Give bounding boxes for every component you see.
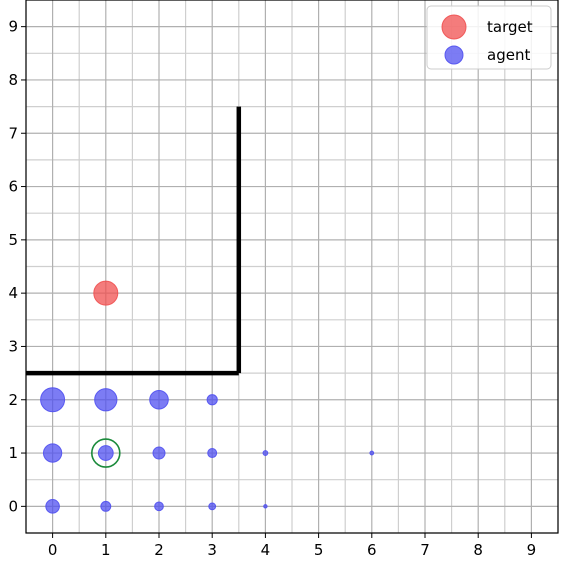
y-tick-label: 0: [8, 497, 18, 515]
legend-marker-agent: [445, 46, 463, 64]
x-tick-label: 8: [473, 541, 483, 559]
agent-point: [95, 389, 117, 411]
y-tick-label: 7: [8, 124, 18, 142]
legend-label-target: target: [487, 18, 533, 36]
x-tick-label: 1: [101, 541, 111, 559]
x-tick-label: 0: [48, 541, 58, 559]
x-tick-label: 7: [420, 541, 430, 559]
agent-point: [46, 500, 60, 514]
y-axis-ticks: 0 1 2 3 4 5 6 7 8 9: [8, 18, 26, 516]
agent-point: [263, 451, 268, 456]
agent-point: [370, 451, 374, 455]
agent-point: [98, 446, 113, 461]
y-tick-label: 3: [8, 337, 18, 355]
x-tick-label: 2: [154, 541, 164, 559]
agent-point: [264, 505, 267, 508]
legend-marker-target: [442, 15, 466, 39]
y-tick-label: 6: [8, 178, 18, 196]
y-tick-label: 5: [8, 231, 18, 249]
agent-point: [207, 395, 217, 405]
x-tick-label: 9: [527, 541, 537, 559]
x-tick-label: 4: [261, 541, 271, 559]
x-tick-label: 6: [367, 541, 377, 559]
agent-point: [209, 503, 216, 510]
agent-point: [101, 501, 111, 511]
agent-point: [43, 444, 61, 462]
agent-point: [41, 388, 65, 412]
x-tick-label: 3: [207, 541, 217, 559]
legend: target agent: [427, 6, 551, 69]
legend-label-agent: agent: [487, 46, 530, 64]
x-tick-label: 5: [314, 541, 324, 559]
y-tick-label: 8: [8, 71, 18, 89]
agent-point: [150, 390, 169, 409]
y-tick-label: 4: [8, 284, 18, 302]
y-tick-label: 9: [8, 18, 18, 36]
y-tick-label: 2: [8, 391, 18, 409]
y-tick-label: 1: [8, 444, 18, 462]
data-points: [41, 281, 374, 513]
agent-point: [153, 447, 165, 459]
target-point: [94, 281, 118, 305]
x-axis-ticks: 0 1 2 3 4 5 6 7 8 9: [48, 533, 536, 559]
agent-point: [208, 449, 217, 458]
agent-point: [155, 502, 164, 511]
